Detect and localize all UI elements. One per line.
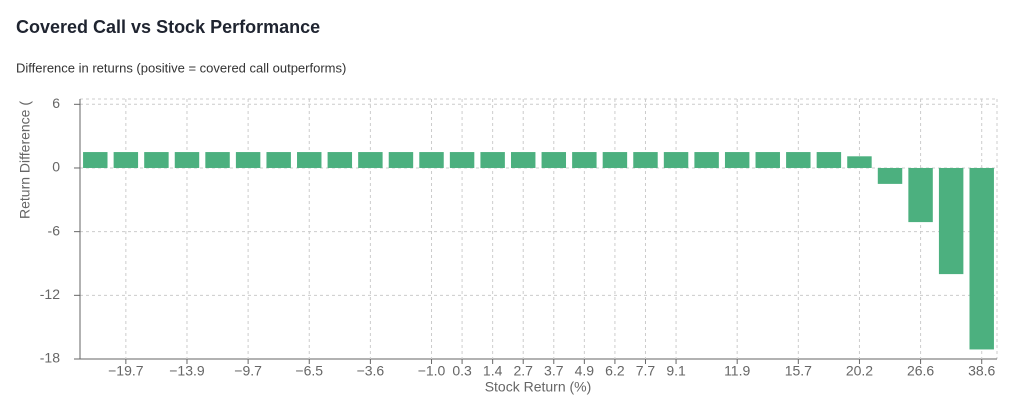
y-tick-label: -18 bbox=[40, 350, 60, 366]
bar bbox=[633, 152, 658, 168]
bar bbox=[969, 167, 994, 350]
bar bbox=[144, 152, 169, 168]
bar bbox=[847, 156, 872, 168]
bar bbox=[113, 152, 139, 168]
x-tick-label: −3.6 bbox=[357, 363, 385, 379]
bar bbox=[755, 152, 780, 168]
bar bbox=[663, 152, 689, 168]
x-tick-label: 6.2 bbox=[605, 363, 625, 379]
y-tick-label: 0 bbox=[52, 159, 60, 175]
bar bbox=[419, 152, 444, 168]
x-tick-label: 9.1 bbox=[666, 363, 686, 379]
bar bbox=[480, 152, 505, 168]
x-tick-label: −6.5 bbox=[295, 363, 323, 379]
bar bbox=[449, 152, 475, 168]
bar bbox=[938, 167, 964, 275]
x-tick-label: 11.9 bbox=[724, 363, 750, 379]
chart-title: Covered Call vs Stock Performance bbox=[16, 17, 320, 37]
y-tick-label: -12 bbox=[40, 286, 60, 302]
x-tick-label: 38.6 bbox=[968, 363, 995, 379]
x-tick-label: 0.3 bbox=[452, 363, 472, 379]
bar bbox=[724, 152, 750, 168]
bar bbox=[358, 152, 383, 168]
bar bbox=[174, 152, 200, 168]
bar bbox=[388, 152, 414, 168]
chart-subtitle: Difference in returns (positive = covere… bbox=[16, 60, 346, 75]
x-tick-label: 3.7 bbox=[544, 363, 564, 379]
x-axis-title: Stock Return (%) bbox=[485, 379, 592, 395]
x-tick-label: −19.7 bbox=[108, 363, 144, 379]
x-tick-label: 26.6 bbox=[907, 363, 934, 379]
x-tick-label: 1.4 bbox=[483, 363, 503, 379]
bar bbox=[908, 167, 933, 223]
x-tick-label: 2.7 bbox=[513, 363, 533, 379]
bar bbox=[510, 152, 536, 168]
x-tick-label: 15.7 bbox=[785, 363, 812, 379]
bar bbox=[266, 152, 291, 168]
bar bbox=[694, 152, 719, 168]
y-axis-title: Return Difference ( bbox=[17, 101, 33, 219]
x-tick-label: −13.9 bbox=[169, 363, 205, 379]
x-tick-label: 7.7 bbox=[636, 363, 656, 379]
x-tick-label: 4.9 bbox=[575, 363, 595, 379]
bar bbox=[816, 152, 842, 168]
bar bbox=[541, 152, 567, 168]
bar bbox=[235, 152, 261, 168]
x-tick-label: 20.2 bbox=[846, 363, 873, 379]
x-tick-label: −1.0 bbox=[418, 363, 446, 379]
bar bbox=[83, 152, 108, 168]
y-tick-label: 6 bbox=[52, 95, 60, 111]
y-tick-label: -6 bbox=[48, 222, 61, 238]
bar bbox=[877, 167, 903, 184]
bar bbox=[786, 152, 811, 168]
bar bbox=[205, 152, 230, 168]
bar bbox=[297, 152, 322, 168]
x-tick-label: −9.7 bbox=[234, 363, 262, 379]
bar bbox=[327, 152, 353, 168]
bar bbox=[602, 152, 628, 168]
bar bbox=[572, 152, 597, 168]
